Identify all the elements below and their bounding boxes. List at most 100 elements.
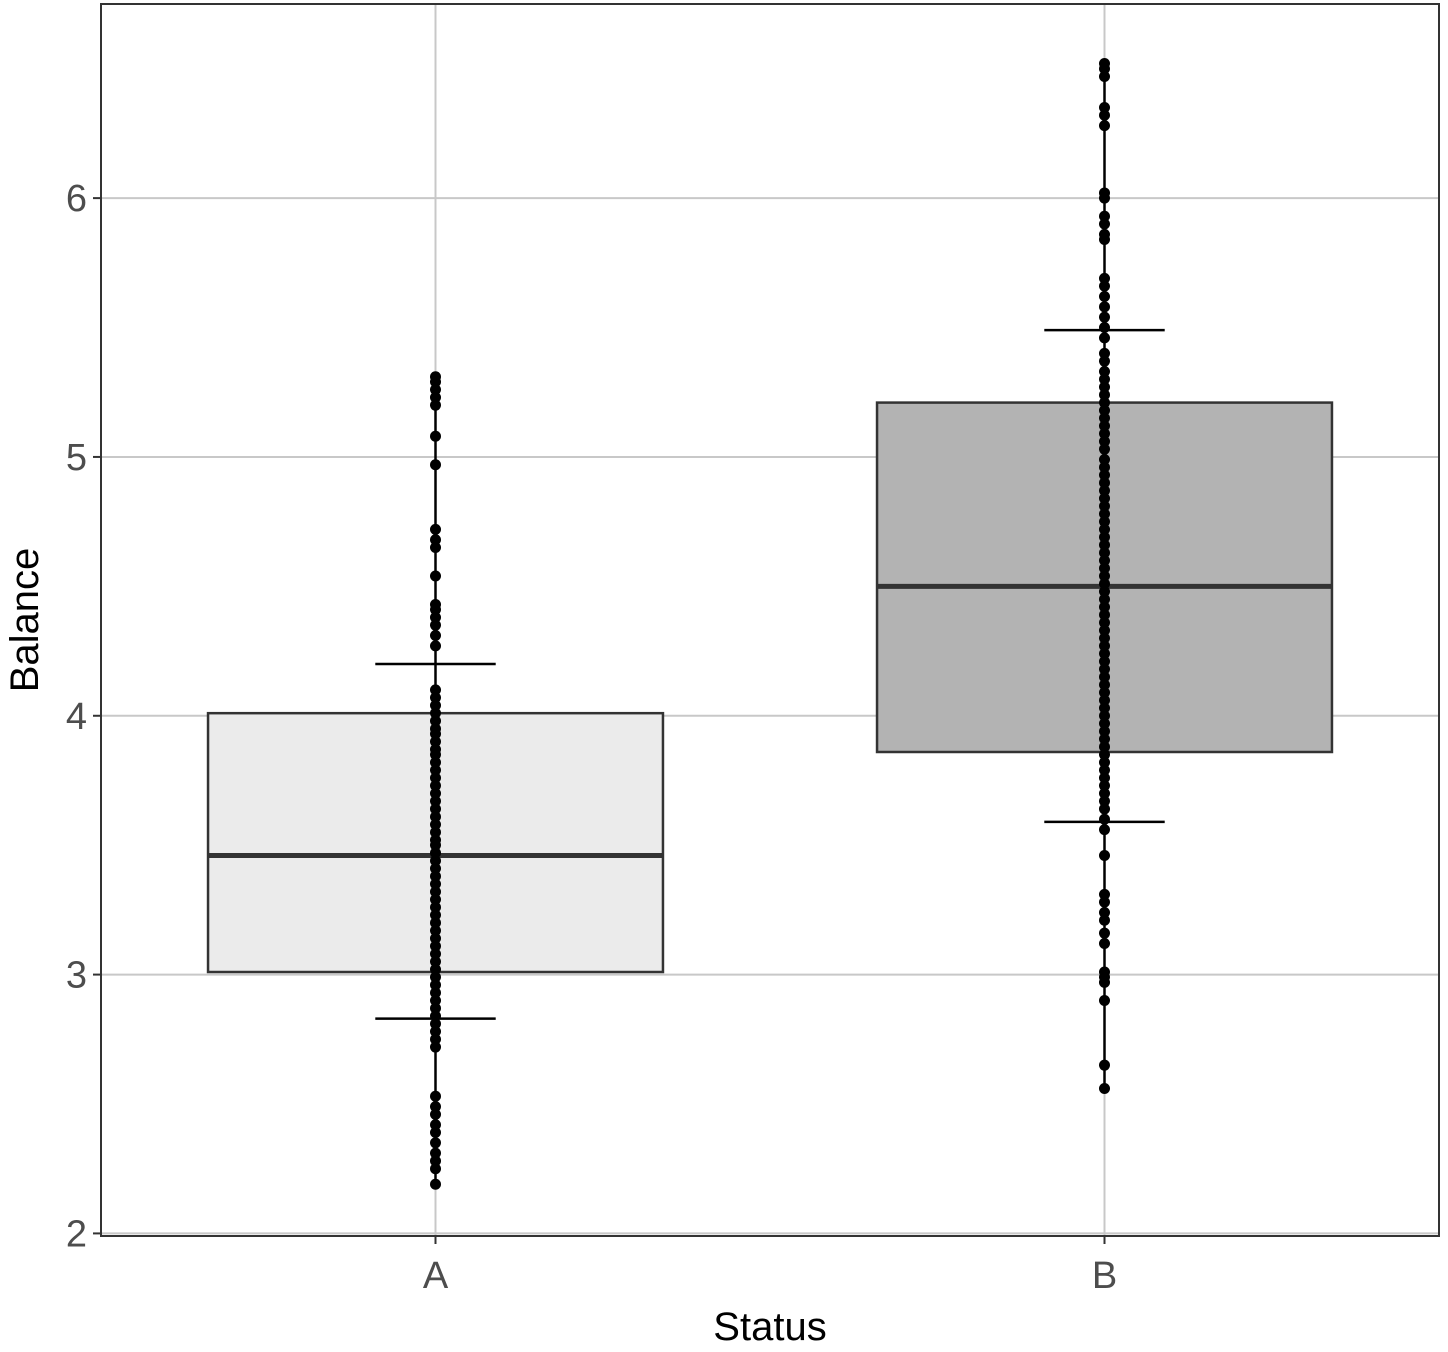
data-point — [430, 971, 441, 983]
data-point — [430, 749, 441, 761]
data-point — [430, 728, 441, 740]
data-point — [1099, 671, 1110, 683]
data-point — [1099, 787, 1110, 799]
box-group-b — [875, 58, 1334, 1094]
data-point — [1099, 694, 1110, 706]
data-point — [430, 604, 441, 616]
data-point — [430, 826, 441, 838]
data-point — [430, 932, 441, 944]
data-point — [430, 1108, 441, 1120]
data-point — [1099, 63, 1110, 75]
data-point — [1099, 516, 1110, 528]
boxes — [206, 58, 1334, 1190]
data-point — [1099, 927, 1110, 939]
data-point — [1099, 70, 1110, 82]
panel-border — [100, 3, 1440, 1237]
data-point — [1099, 355, 1110, 367]
data-point — [1099, 756, 1110, 768]
data-point — [430, 886, 441, 898]
data-point — [1099, 311, 1110, 323]
y-tick-label: 5 — [66, 437, 87, 479]
data-point — [430, 1126, 441, 1138]
data-point — [1099, 632, 1110, 644]
data-point — [1099, 702, 1110, 714]
data-point — [430, 1033, 441, 1045]
data-point — [430, 542, 441, 554]
data-point — [430, 692, 441, 704]
x-axis-title: Status — [713, 1305, 826, 1349]
data-point — [430, 901, 441, 913]
data-point — [1099, 381, 1110, 393]
y-tick-label: 2 — [66, 1213, 87, 1255]
data-point — [1099, 469, 1110, 481]
data-point — [1099, 663, 1110, 675]
data-point — [1099, 523, 1110, 535]
data-point — [430, 894, 441, 906]
data-point — [1099, 609, 1110, 621]
data-point — [1099, 813, 1110, 825]
data-point — [430, 1163, 441, 1175]
data-point — [430, 534, 441, 546]
data-point — [1099, 994, 1110, 1006]
data-point — [1099, 976, 1110, 988]
data-point — [430, 611, 441, 623]
data-point — [430, 1002, 441, 1014]
data-point — [1099, 120, 1110, 132]
data-point — [1099, 272, 1110, 284]
data-point — [430, 619, 441, 631]
data-point — [1099, 547, 1110, 559]
data-point — [1099, 772, 1110, 784]
data-point — [430, 987, 441, 999]
data-point — [430, 780, 441, 792]
data-point — [430, 756, 441, 768]
data-point — [430, 917, 441, 929]
data-point — [1099, 733, 1110, 745]
data-point — [1099, 586, 1110, 598]
data-point — [1099, 850, 1110, 862]
data-point — [430, 1090, 441, 1102]
data-point — [430, 847, 441, 859]
data-point — [430, 699, 441, 711]
data-point — [1099, 679, 1110, 691]
y-tick-label: 3 — [66, 955, 87, 997]
data-point — [1099, 443, 1110, 455]
data-point — [1099, 686, 1110, 698]
data-point — [430, 818, 441, 830]
data-point — [430, 376, 441, 388]
data-point — [1099, 824, 1110, 836]
data-point — [1099, 508, 1110, 520]
data-point — [430, 640, 441, 652]
data-point — [430, 391, 441, 403]
data-point — [1099, 192, 1110, 204]
data-point — [1099, 655, 1110, 667]
data-point — [1099, 1082, 1110, 1094]
data-point — [1099, 397, 1110, 409]
data-point — [430, 570, 441, 582]
data-point — [430, 787, 441, 799]
data-point — [1099, 617, 1110, 629]
data-point — [1099, 888, 1110, 900]
data-point — [430, 459, 441, 471]
data-point — [1099, 477, 1110, 489]
data-point — [1099, 366, 1110, 378]
data-point — [1099, 896, 1110, 908]
data-point — [430, 956, 441, 968]
data-point — [430, 1101, 441, 1113]
data-point — [1099, 741, 1110, 753]
data-point — [1099, 725, 1110, 737]
data-point — [1099, 578, 1110, 590]
data-point — [430, 715, 441, 727]
data-point — [1099, 718, 1110, 730]
box-group-a — [206, 371, 665, 1190]
data-point — [430, 878, 441, 890]
data-point — [1099, 803, 1110, 815]
data-point — [1099, 562, 1110, 574]
data-point — [1099, 485, 1110, 497]
data-point — [1099, 109, 1110, 121]
x-tick-label: B — [1092, 1255, 1117, 1297]
data-point — [430, 909, 441, 921]
data-point — [430, 630, 441, 642]
data-point — [430, 523, 441, 535]
data-point — [430, 1026, 441, 1038]
